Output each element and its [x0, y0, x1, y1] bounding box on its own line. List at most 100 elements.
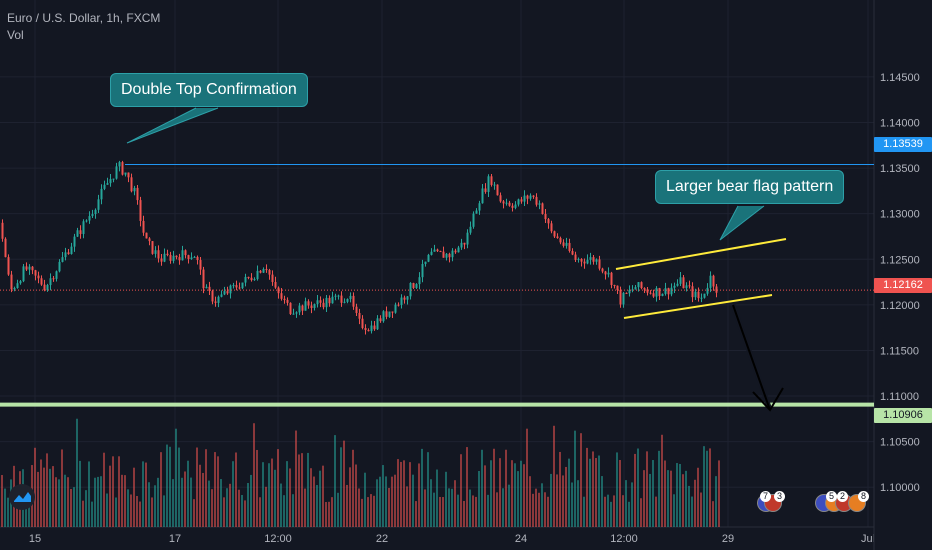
candle-body	[331, 296, 334, 304]
candle-body	[328, 297, 331, 304]
candle-body	[151, 241, 154, 254]
volume-bar	[697, 467, 699, 527]
candle-body	[487, 176, 490, 192]
volume-bar	[430, 479, 432, 527]
candle-body	[601, 268, 604, 272]
volume-bar	[505, 449, 507, 527]
candle-body	[700, 297, 703, 299]
volume-bar	[592, 451, 594, 527]
volume-bar	[601, 476, 603, 527]
volume-bar	[52, 466, 54, 527]
volume-bar	[109, 465, 111, 527]
candle-body	[373, 325, 376, 330]
volume-bar	[337, 492, 339, 527]
candle-body	[679, 277, 682, 284]
volume-bar	[589, 458, 591, 527]
candle-body	[562, 242, 565, 246]
candle-body	[256, 270, 259, 280]
volume-bar	[184, 471, 186, 527]
callout-pointer-top	[126, 107, 219, 144]
volume-bar	[415, 501, 417, 527]
candle-body	[112, 178, 115, 180]
candle-body	[604, 271, 607, 275]
candle-body	[94, 209, 97, 214]
callout-pointer-flag	[719, 205, 765, 241]
y-tick-label: 1.10000	[880, 482, 920, 494]
candle-body	[529, 195, 532, 199]
candle-body	[496, 184, 499, 196]
candle-body	[571, 251, 574, 255]
volume-bar	[274, 469, 276, 527]
volume-bar	[79, 460, 81, 527]
candle-body	[559, 238, 562, 243]
volume-bar	[229, 483, 231, 527]
candle-body	[130, 177, 133, 192]
volume-bar	[607, 494, 609, 527]
volume-bar	[271, 458, 273, 527]
candle-body	[349, 295, 352, 300]
candle-body	[85, 220, 88, 222]
volume-bar	[424, 489, 426, 527]
volume-bar	[553, 425, 555, 527]
volume-bar	[604, 496, 606, 527]
volume-bar	[577, 480, 579, 527]
volume-bar	[295, 430, 297, 527]
candle-body	[136, 187, 139, 201]
volume-bar	[214, 452, 216, 527]
volume-bar	[448, 488, 450, 527]
event-count-badge: 8	[858, 491, 869, 502]
volume-bar	[355, 464, 357, 527]
volume-bar	[130, 494, 132, 527]
candle-body	[628, 289, 631, 294]
candle-body	[574, 254, 577, 260]
volume-bar	[37, 471, 39, 527]
x-tick-label: Jul	[861, 533, 875, 545]
volume-bar	[394, 474, 396, 527]
callout-double-top[interactable]: Double Top Confirmation	[110, 73, 308, 107]
volume-bar	[367, 497, 369, 527]
y-tick-label: 1.11000	[880, 391, 919, 403]
candle-body	[541, 203, 544, 214]
volume-bar	[610, 501, 612, 527]
volume-legend-label: Vol	[7, 28, 24, 42]
volume-bar	[625, 480, 627, 527]
candle-body	[514, 204, 517, 208]
volume-bar	[511, 460, 513, 527]
candle-body	[142, 220, 145, 233]
candle-body	[421, 263, 424, 278]
candle-body	[538, 203, 541, 205]
callout-bear-flag[interactable]: Larger bear flag pattern	[655, 170, 845, 204]
candle-body	[91, 213, 94, 217]
volume-bar	[175, 428, 177, 527]
candle-body	[673, 285, 676, 288]
volume-bar	[562, 475, 564, 527]
volume-bar	[481, 449, 483, 527]
candle-body	[478, 203, 481, 211]
candle-body	[64, 252, 67, 258]
candle-body	[532, 195, 535, 197]
volume-bar	[61, 449, 63, 527]
volume-bar	[373, 495, 375, 527]
volume-bar	[202, 472, 204, 527]
volume-bar	[4, 488, 6, 527]
candle-body	[577, 258, 580, 260]
volume-bar	[334, 435, 336, 527]
volume-bar	[391, 476, 393, 527]
candle-body	[595, 259, 598, 262]
volume-bar	[652, 460, 654, 527]
candle-body	[202, 269, 205, 289]
candle-body	[379, 318, 382, 322]
candle-body	[220, 294, 223, 297]
candle-body	[472, 213, 475, 227]
volume-bar	[520, 460, 522, 527]
x-tick-label: 24	[515, 533, 527, 545]
volume-bar	[694, 479, 696, 527]
tradingview-logo-icon[interactable]	[9, 484, 35, 510]
volume-bar	[499, 458, 501, 527]
candle-body	[397, 304, 400, 306]
candle-body	[691, 286, 694, 298]
volume-bar	[439, 496, 441, 527]
candle-body	[649, 292, 652, 294]
x-tick-label: 29	[722, 533, 734, 545]
volume-bar	[121, 474, 123, 527]
